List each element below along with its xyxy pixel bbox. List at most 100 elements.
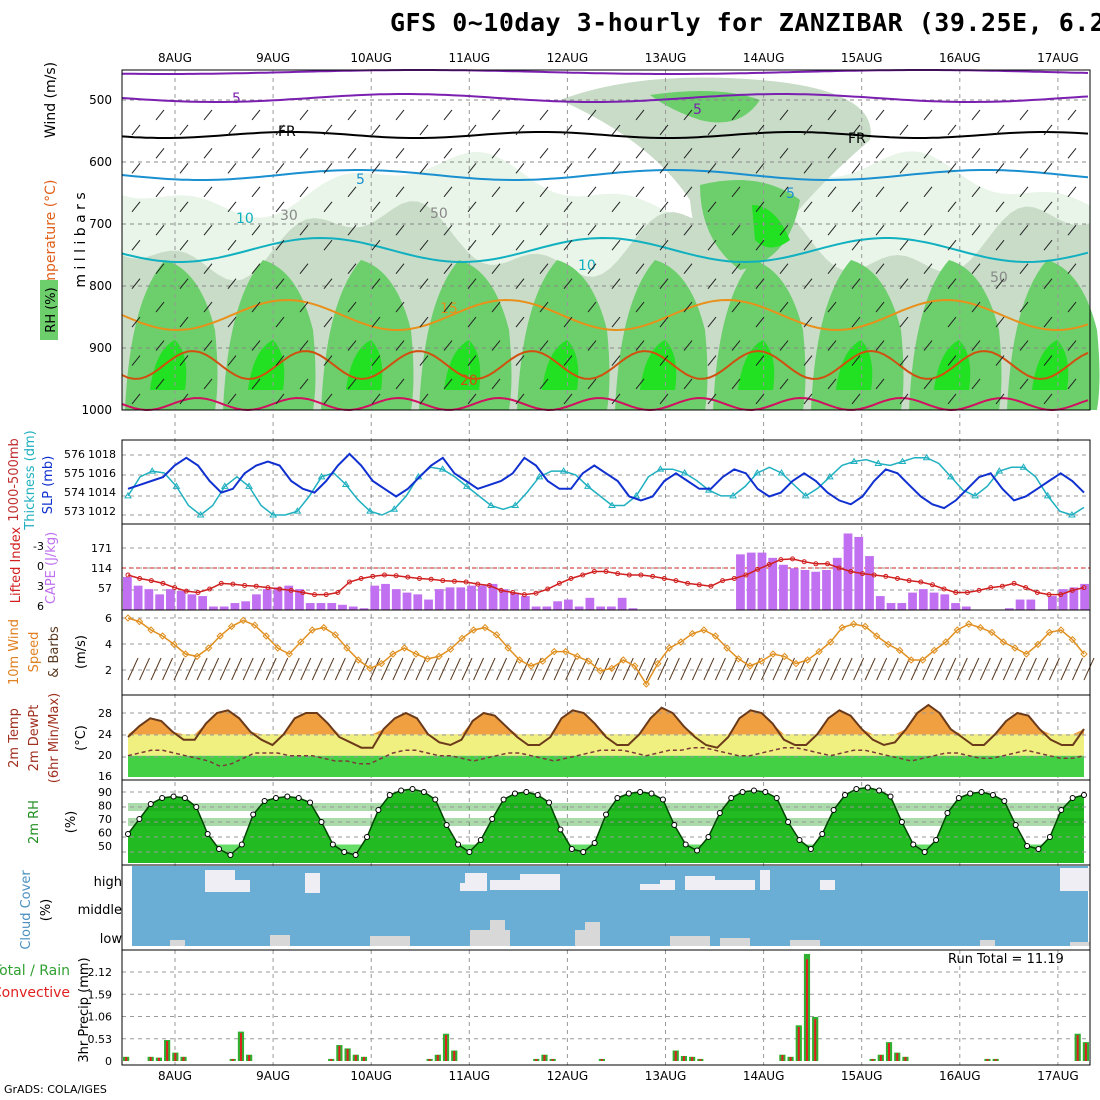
wind-barb: [179, 124, 189, 136]
wind-barb: [131, 163, 141, 174]
lifted-marker: [906, 578, 912, 584]
wind-barb: [1067, 263, 1077, 274]
lifted-marker: [160, 580, 166, 586]
wind-barb: [635, 109, 645, 121]
wind-marker: [377, 659, 386, 668]
wind-barb: [443, 224, 453, 236]
wind-barb: [851, 201, 861, 213]
wind10m-barb: [185, 657, 197, 681]
wind10m-barb: [1037, 657, 1049, 681]
slp-tick: 1014: [88, 486, 116, 499]
dewpoint-line: [127, 746, 1085, 768]
wind10m-barb: [357, 657, 369, 681]
temp-label3: (6hr Min/Max): [47, 693, 62, 783]
rh-marker: [955, 795, 962, 801]
wind10m-barb: [427, 657, 438, 681]
temp-contour-5: [121, 169, 1089, 181]
upper-panel-frame: [121, 69, 1091, 411]
cloud-high-block: [305, 873, 320, 893]
wind-tick: 2: [105, 664, 112, 677]
temp-contour-25: [121, 396, 1089, 412]
wind-barb: [995, 239, 1005, 251]
wind-marker: [953, 626, 962, 634]
lifted-marker: [673, 578, 679, 584]
rh-marker: [386, 792, 393, 798]
wind-marker: [884, 640, 892, 649]
wind-barb: [131, 278, 141, 289]
wind-marker: [515, 656, 524, 664]
wind-barb: [1019, 378, 1029, 390]
wind-barb: [659, 201, 669, 213]
wind-barb: [1019, 263, 1029, 274]
wind-marker: [665, 644, 674, 652]
contour-label: 5: [693, 102, 702, 118]
wind-barb: [803, 163, 813, 174]
cape-bar: [456, 587, 466, 610]
lifted-tick: 3: [37, 580, 44, 593]
wind10m-barb: [772, 657, 784, 681]
wind-barb: [347, 148, 357, 159]
wind-marker: [204, 644, 213, 652]
precip-conv-bar: [346, 1049, 349, 1061]
wind-barb: [587, 224, 597, 236]
wind10m-barb: [668, 657, 680, 681]
cloud-label: Cloud Cover: [19, 870, 34, 950]
lifted-marker: [300, 590, 306, 595]
cloud-low-block: [170, 940, 185, 946]
wind-marker: [815, 647, 823, 656]
wind-marker: [999, 638, 1008, 646]
wind10m-barb: [127, 657, 139, 681]
rh-marker: [534, 792, 541, 798]
wind10m-barb: [761, 657, 772, 681]
cape-bar: [144, 589, 154, 610]
thickness-marker: [825, 472, 834, 480]
cape-bar: [316, 603, 326, 610]
wind-marker: [193, 652, 201, 661]
wind10m-barb: [380, 657, 392, 681]
lifted-marker: [521, 592, 527, 598]
lifted-marker: [871, 572, 877, 578]
wind-barb: [1067, 301, 1077, 313]
wind-tick: 4: [105, 638, 112, 651]
date-label-bottom: 15AUG: [841, 1069, 883, 1083]
wind10m-barb: [691, 657, 703, 681]
wind-barb: [515, 316, 525, 328]
wind-barb: [827, 301, 837, 313]
thickness-marker: [656, 465, 665, 472]
thickness-marker: [729, 491, 737, 499]
wind-barb: [1067, 186, 1077, 198]
wind10m-barb: [208, 657, 220, 681]
wind-barb: [899, 124, 909, 136]
wind10m-barb: [645, 657, 657, 681]
rh-plume-bright: [934, 340, 971, 390]
lifted-marker: [894, 576, 900, 581]
precip-conv-bar: [166, 1041, 169, 1061]
thickness-marker: [390, 505, 399, 512]
wind-barb: [563, 278, 573, 289]
thickness-marker: [148, 467, 157, 474]
wind-barb: [203, 186, 213, 198]
rh-marker: [443, 822, 450, 828]
rh-marker: [523, 789, 530, 795]
wind-barb: [875, 263, 885, 274]
rh-marker: [1035, 846, 1042, 852]
wind-barb: [851, 355, 861, 366]
precip-conv-bar: [1076, 1035, 1079, 1061]
wind-barb: [659, 239, 669, 251]
precip-conv-bar: [691, 1057, 694, 1061]
wind-marker: [1034, 640, 1042, 649]
rh-marker: [614, 795, 621, 801]
wind-marker: [1022, 650, 1031, 658]
wind-marker: [147, 626, 155, 634]
slp-label: SLP (mb): [41, 456, 56, 515]
wind-marker: [585, 657, 593, 665]
wind-barb: [635, 340, 645, 351]
wind-barb: [755, 316, 765, 328]
wind-marker: [274, 644, 282, 652]
wind-barb: [467, 355, 477, 366]
lifted-marker: [486, 583, 492, 588]
lifted-marker: [650, 573, 656, 579]
wind-barb: [1019, 186, 1029, 198]
rh-plume-bright: [150, 340, 187, 390]
wind-barb: [491, 186, 501, 198]
